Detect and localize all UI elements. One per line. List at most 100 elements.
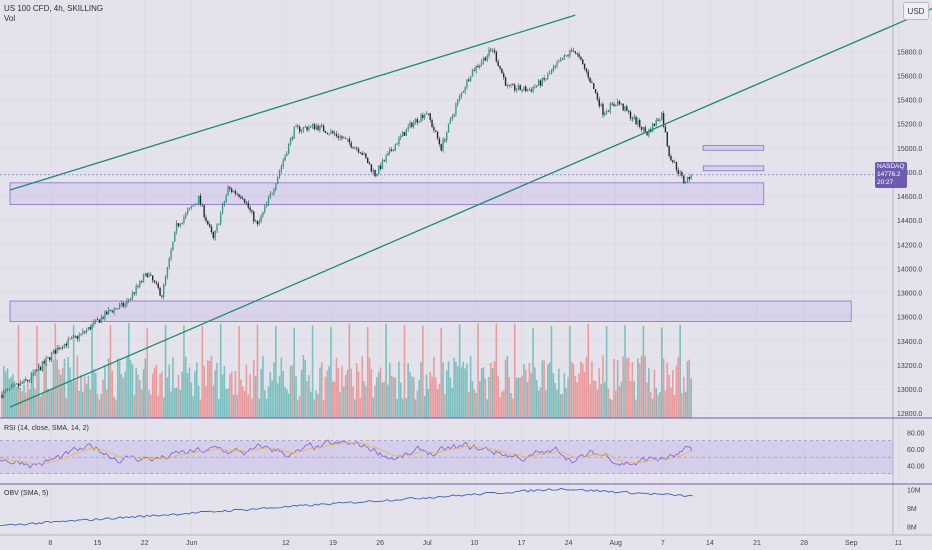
candle-body: [539, 80, 542, 86]
candle-body: [89, 326, 91, 330]
candle-body: [569, 50, 571, 56]
candle-body: [151, 275, 154, 281]
volume-bar: [467, 391, 470, 418]
volume-bar: [71, 381, 73, 418]
candle-body: [440, 144, 442, 151]
candle-body: [260, 215, 262, 222]
candle-body: [96, 319, 99, 321]
candle-body: [299, 126, 301, 132]
volume-bar: [21, 391, 24, 418]
candle-body: [262, 211, 264, 216]
candle-body: [532, 87, 534, 92]
volume-bar: [96, 393, 99, 418]
volume-bar: [532, 327, 534, 418]
volume-bar: [105, 389, 108, 418]
trendline[interactable]: [9, 14, 576, 191]
price-axis[interactable]: 15800.0 15600.0 15400.0 15200.0 15000.0 14800…: [897, 49, 922, 418]
time-axis[interactable]: 81522Jun121926Jul101724Aug7142128Sep1118: [48, 540, 932, 547]
currency-button[interactable]: USD: [903, 2, 929, 20]
candle-body: [168, 258, 170, 267]
trendline[interactable]: [9, 0, 932, 408]
candle-body: [1, 395, 3, 398]
candle-body: [45, 358, 47, 364]
candle-body: [104, 311, 106, 319]
candle-body: [210, 226, 213, 233]
candle-body: [523, 86, 525, 91]
volume-bar: [405, 398, 408, 418]
time-tick-label: 19: [329, 540, 337, 547]
volume-bar: [56, 359, 58, 418]
volume-bar: [179, 389, 182, 418]
volume-bar: [260, 368, 262, 418]
candle-body: [431, 119, 433, 128]
candle-body: [289, 138, 292, 144]
candle-body: [254, 220, 257, 222]
candle-body: [280, 166, 283, 172]
candle-body: [616, 101, 619, 106]
trendlines[interactable]: [0, 0, 932, 408]
candle-body: [82, 331, 84, 334]
volume-bar: [240, 379, 242, 418]
volume-bar: [83, 376, 86, 418]
candle-body: [435, 130, 437, 132]
volume-bar: [379, 367, 382, 418]
candle-body: [341, 136, 343, 139]
candle-body: [319, 125, 321, 131]
volume-bar: [348, 323, 351, 418]
candle-body: [572, 50, 575, 52]
price-tick-label: 15400.0: [897, 98, 922, 105]
candle-body: [144, 273, 147, 276]
volume-bar: [63, 358, 66, 418]
time-tick-label: 15: [94, 540, 102, 547]
volume-bar: [65, 398, 68, 418]
volume-bar: [32, 368, 35, 418]
volume-bar: [510, 393, 512, 418]
volume-bar: [17, 325, 20, 418]
volume-bar: [214, 370, 216, 418]
volume-bar: [649, 391, 652, 418]
volume-bar: [197, 385, 200, 418]
volume-bar: [251, 398, 253, 418]
candle-body: [52, 350, 55, 354]
volume-bar: [570, 361, 573, 418]
candle-body: [427, 113, 430, 114]
volume-bar: [385, 323, 387, 418]
time-tick-label: 10: [470, 540, 478, 547]
candle-body: [137, 285, 139, 287]
candle-body: [361, 152, 363, 155]
candle-body: [479, 64, 481, 67]
volume-bar: [218, 398, 220, 418]
volume-bar: [326, 370, 329, 418]
candle-body: [536, 85, 538, 87]
volume-bar: [232, 394, 235, 418]
volume-bar: [565, 388, 567, 418]
volume-bar: [207, 360, 209, 418]
candle-body: [100, 317, 102, 323]
candle-body: [359, 152, 362, 153]
volume-bar: [396, 398, 398, 418]
time-tick-label: 7: [661, 540, 665, 547]
volume-bar: [6, 368, 9, 418]
candle-body: [622, 103, 624, 111]
volume-bar: [39, 396, 42, 418]
candle-body: [503, 73, 505, 78]
volume-bar: [54, 323, 57, 418]
candle-body: [3, 391, 5, 398]
volume-bar: [416, 390, 419, 418]
volume-bar: [611, 399, 613, 418]
candle-body: [297, 125, 299, 127]
price-tick-label: 15000.0: [897, 146, 922, 153]
candle-body: [510, 84, 512, 86]
volume-bar: [482, 367, 485, 418]
volume-bar: [363, 381, 365, 418]
symbol-title[interactable]: US 100 CFD, 4h, SKILLING: [4, 4, 104, 13]
volume-bar: [578, 373, 580, 418]
candle-body: [668, 146, 670, 156]
volume-bar: [368, 357, 371, 418]
volume-bar: [12, 374, 14, 418]
volume-bar: [495, 323, 498, 418]
candle-body: [396, 144, 398, 145]
volume-bar: [175, 387, 178, 418]
candle-body: [139, 281, 141, 287]
